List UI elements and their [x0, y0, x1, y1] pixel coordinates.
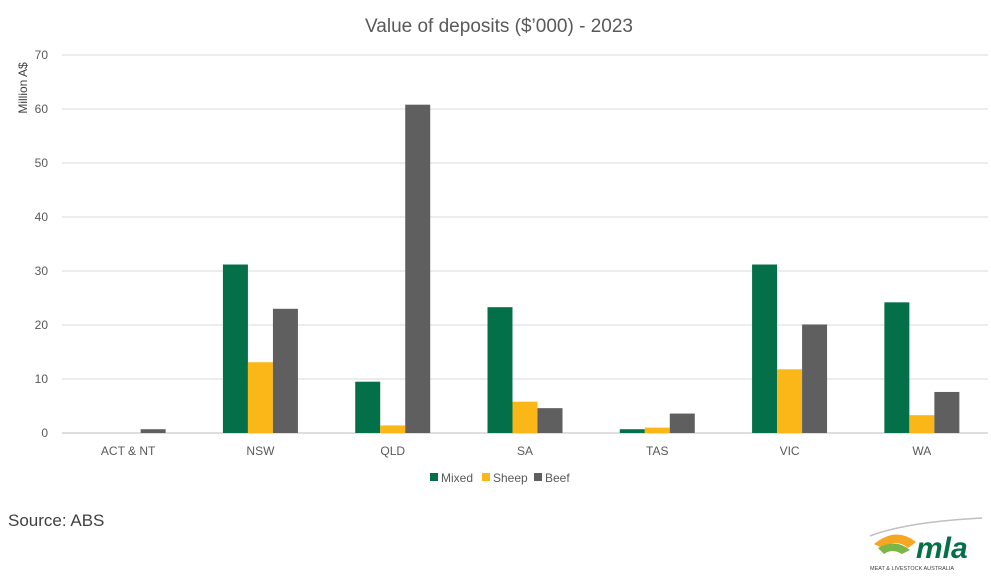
bar-mixed-tas	[619, 429, 645, 433]
legend-label-mixed: Mixed	[441, 471, 473, 485]
bar-sheep-sa	[512, 401, 538, 433]
x-tick-label: WA	[912, 444, 931, 458]
bar-beef-tas	[669, 413, 695, 433]
bar-sheep-tas	[644, 427, 670, 433]
y-tick-label: 0	[41, 426, 48, 440]
y-axis-label: Million A$	[16, 62, 30, 114]
x-tick-label: ACT & NT	[101, 444, 156, 458]
mla-logo: mla MEAT & LIVESTOCK AUSTRALIA	[869, 517, 983, 572]
y-tick-label: 40	[35, 210, 49, 224]
bar-mixed-nsw	[222, 264, 248, 433]
bar-beef-vic	[802, 324, 828, 433]
x-tick-label: QLD	[380, 444, 405, 458]
bar-chart: Value of deposits ($’000) - 2023 Million…	[16, 16, 988, 485]
bar-beef-sa	[537, 408, 563, 433]
legend-label-beef: Beef	[545, 471, 570, 485]
x-tick-label: TAS	[646, 444, 668, 458]
bar-mixed-qld	[355, 381, 381, 433]
x-tick-labels: ACT & NT NSW QLD SA TAS VIC WA	[101, 444, 931, 458]
legend: Mixed Sheep Beef	[430, 471, 570, 485]
bar-beef-qld	[405, 104, 431, 434]
bar-beef-wa	[934, 391, 960, 433]
y-tick-label: 50	[35, 156, 49, 170]
bar-sheep-nsw	[247, 362, 273, 433]
x-tick-label: NSW	[246, 444, 275, 458]
chart-title: Value of deposits ($’000) - 2023	[365, 16, 633, 37]
gridlines: 0 10 20 30 40 50 60 70	[35, 48, 988, 440]
x-tick-label: SA	[517, 444, 533, 458]
bar-beef-nsw	[272, 308, 298, 433]
bar-sheep-vic	[777, 369, 803, 433]
y-tick-label: 10	[35, 372, 49, 386]
legend-swatch-mixed	[430, 473, 438, 481]
legend-swatch-beef	[534, 473, 542, 481]
y-tick-label: 20	[35, 318, 49, 332]
logo-swoosh-icon	[874, 534, 916, 548]
bar-sheep-qld	[380, 425, 406, 433]
logo-wordmark: mla	[916, 532, 968, 565]
bar-mixed-vic	[752, 264, 778, 433]
bars	[140, 104, 960, 434]
y-tick-label: 30	[35, 264, 49, 278]
y-tick-label: 70	[35, 48, 49, 62]
y-tick-label: 60	[35, 102, 49, 116]
bar-mixed-sa	[487, 307, 513, 433]
bar-mixed-wa	[884, 302, 910, 433]
bar-beef-act-nt	[140, 429, 166, 433]
bar-sheep-wa	[909, 415, 935, 433]
logo-tagline: MEAT & LIVESTOCK AUSTRALIA	[870, 566, 954, 572]
x-tick-label: VIC	[780, 444, 800, 458]
legend-label-sheep: Sheep	[493, 471, 528, 485]
legend-swatch-sheep	[482, 473, 490, 481]
source-note: Source: ABS	[8, 511, 105, 530]
